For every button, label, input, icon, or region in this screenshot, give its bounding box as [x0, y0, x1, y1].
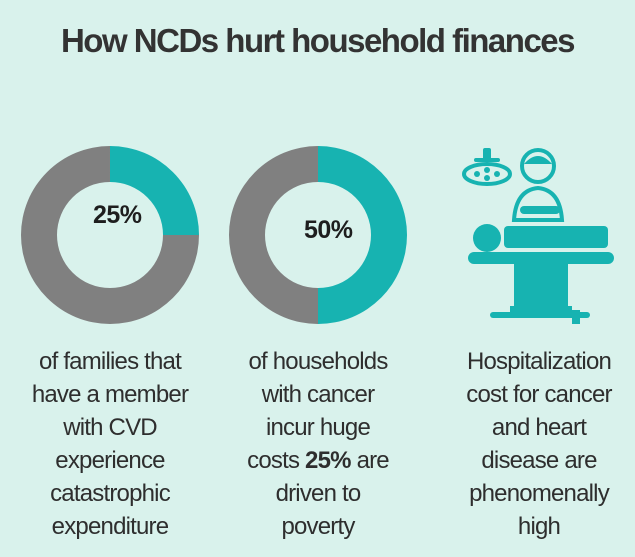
donut-chart-2 [228, 145, 408, 325]
donut-2-label: 50% [304, 216, 353, 244]
caption-3-line: Hospitalization [466, 348, 612, 375]
donut-1-slice-rest [21, 146, 199, 324]
caption-1: of families that have a member with CVD … [25, 345, 195, 543]
caption-2-line: incur huge [265, 414, 371, 441]
caption-2: of households with cancer incur huge cos… [228, 345, 408, 543]
donut-2-slice-highlight [318, 146, 408, 324]
caption-2-line: costs 25% are [228, 444, 408, 477]
donut-1-svg [21, 146, 199, 324]
caption-1-line: catastrophic [50, 480, 171, 507]
caption-3-line: high [517, 513, 561, 540]
donut-chart-1 [20, 145, 200, 325]
caption-2-text: costs [247, 447, 300, 474]
caption-1-line: of families that [39, 348, 182, 375]
caption-2-line: poverty [281, 513, 355, 540]
caption-1-line: experience [55, 447, 165, 474]
caption-3-line: and heart [491, 414, 587, 441]
caption-1-line: with CVD [63, 414, 157, 441]
caption-2-highlight: 25% [305, 447, 351, 474]
caption-3-line: cost for cancer [466, 381, 612, 408]
caption-3: Hospitalization cost for cancer and hear… [448, 345, 630, 543]
caption-3-line: disease are [481, 447, 597, 474]
caption-1-line: expenditure [51, 513, 169, 540]
donut-1-slice-highlight [110, 146, 199, 235]
caption-2-text: are [356, 447, 390, 474]
donut-1-label: 25% [93, 201, 142, 229]
page-title: How NCDs hurt household finances [60, 22, 576, 59]
caption-1-line: have a member [31, 381, 189, 408]
donut-2-svg [228, 146, 408, 324]
surgery-icon [460, 148, 620, 333]
caption-3-line: phenomenally [469, 480, 610, 507]
caption-2-line: driven to [275, 480, 362, 507]
donut-2-slice-rest [228, 146, 318, 324]
caption-2-line: of households [248, 348, 388, 375]
caption-2-line: with cancer [261, 381, 375, 408]
